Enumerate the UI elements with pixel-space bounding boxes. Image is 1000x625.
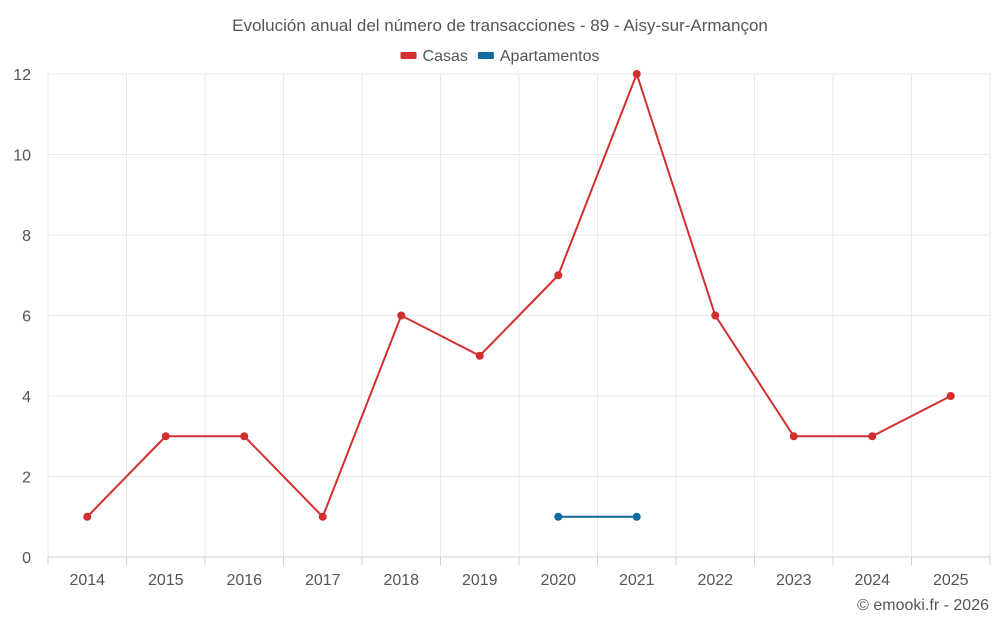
legend[interactable]: Casas Apartamentos — [400, 48, 600, 65]
data-point-casas[interactable] — [240, 432, 249, 441]
legend-item-casas[interactable]: Casas — [400, 48, 468, 65]
data-point-casas[interactable] — [318, 512, 327, 521]
legend-swatch — [477, 52, 494, 59]
series-layer — [83, 70, 955, 521]
x-tick-label: 2015 — [148, 572, 184, 589]
legend-label: Apartamentos — [500, 48, 600, 65]
legend-item-apartamentos[interactable]: Apartamentos — [477, 48, 600, 65]
series-line-casas[interactable] — [86, 73, 952, 518]
y-tick-label: 2 — [22, 470, 31, 487]
x-tick-label: 2020 — [540, 572, 576, 589]
data-point-casas[interactable] — [475, 351, 484, 360]
x-tick-label: 2019 — [462, 572, 498, 589]
x-tick-label: 2021 — [619, 572, 655, 589]
x-tick-label: 2025 — [933, 572, 969, 589]
legend-label: Casas — [423, 48, 468, 65]
y-tick-label: 10 — [13, 148, 31, 165]
series-apartamentos[interactable] — [554, 512, 641, 521]
data-point-casas[interactable] — [397, 311, 406, 320]
data-point-casas[interactable] — [789, 432, 798, 441]
data-point-casas[interactable] — [632, 70, 641, 78]
data-point-apartamentos[interactable] — [632, 512, 641, 521]
credit-text: © emooki.fr - 2026 — [857, 597, 989, 614]
y-tick-label: 6 — [22, 309, 31, 326]
x-tick-label: 2024 — [854, 572, 890, 589]
x-tick-label: 2022 — [697, 572, 733, 589]
y-axis-ticks: 0 2 4 6 8 10 12 — [13, 67, 31, 567]
y-tick-label: 0 — [22, 550, 31, 567]
data-point-casas[interactable] — [83, 512, 92, 521]
y-tick-label: 4 — [22, 389, 31, 406]
x-tick-label: 2017 — [305, 572, 341, 589]
x-tick-label: 2018 — [383, 572, 419, 589]
x-tick-label: 2014 — [69, 572, 105, 589]
data-point-casas[interactable] — [161, 432, 170, 441]
data-point-casas[interactable] — [868, 432, 877, 441]
data-point-casas[interactable] — [554, 271, 563, 280]
legend-swatch — [400, 52, 417, 59]
y-tick-label: 8 — [22, 228, 31, 245]
chart-title: Evolución anual del número de transaccio… — [232, 16, 768, 35]
x-tick-label: 2023 — [776, 572, 812, 589]
x-axis-ticks: 2014 2015 2016 2017 2018 2019 2020 2021 2022 2023… — [69, 572, 968, 589]
data-point-casas[interactable] — [711, 311, 720, 320]
data-point-casas[interactable] — [946, 392, 955, 400]
data-point-apartamentos[interactable] — [554, 512, 563, 521]
y-tick-label: 12 — [13, 67, 31, 84]
x-tick-label: 2016 — [226, 572, 262, 589]
series-casas[interactable] — [83, 70, 955, 521]
x-gridlines — [47, 74, 991, 565]
